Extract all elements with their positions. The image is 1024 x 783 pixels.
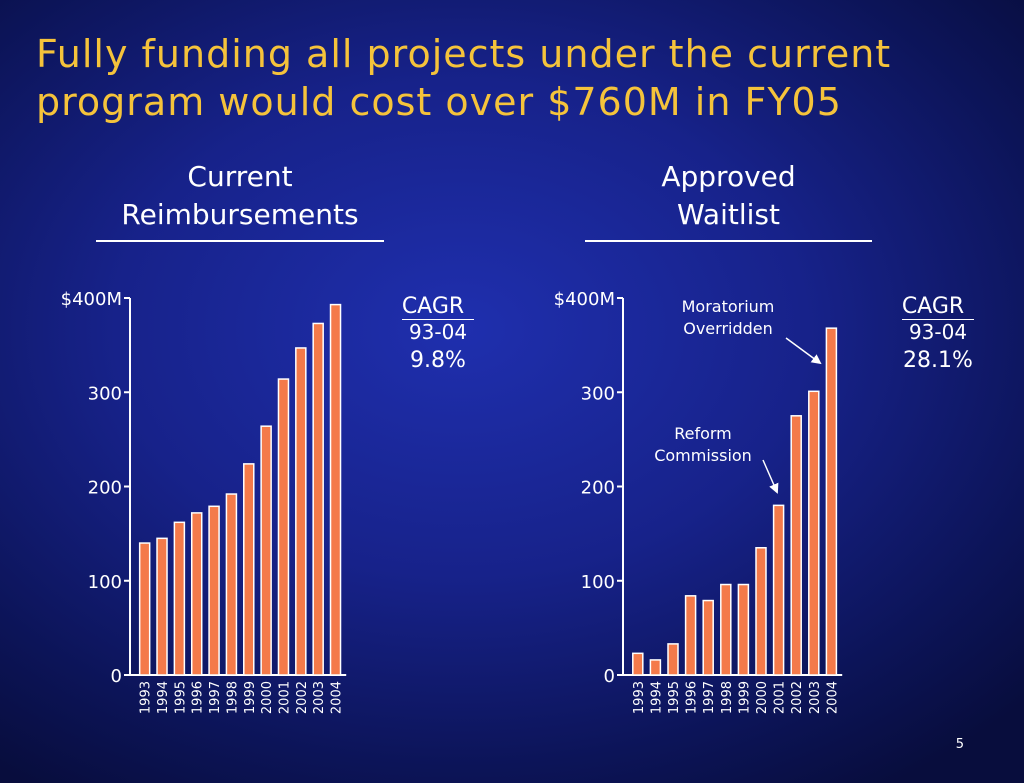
left-bar-1997 xyxy=(208,505,220,676)
left-x-tick-label: 1993 xyxy=(139,681,154,714)
right-x-tick-label: 1996 xyxy=(685,681,700,714)
page-number: 5 xyxy=(955,737,964,752)
left-cagr-box: CAGR 93-04 9.8% xyxy=(388,294,488,378)
right-x-tick-label: 2003 xyxy=(808,681,823,714)
left-y-tick-label: 100 xyxy=(88,572,122,593)
left-bar-2001 xyxy=(277,378,290,676)
right-x-tick-label: 1999 xyxy=(737,681,752,714)
left-heading-underline xyxy=(96,240,384,242)
right-x-tick-label: 2000 xyxy=(755,681,770,714)
left-bar-1998 xyxy=(225,493,238,676)
right-x-tick-label: 1993 xyxy=(632,681,647,714)
right-y-tick-label: $400M xyxy=(554,289,615,310)
annotation-arrow xyxy=(762,459,779,494)
right-x-tick-label: 2002 xyxy=(790,681,805,714)
left-y-tick-label: 200 xyxy=(88,478,122,499)
left-bar-2002 xyxy=(295,347,307,676)
left-bar-1993 xyxy=(138,542,151,676)
left-x-tick-label: 1996 xyxy=(191,681,206,714)
right-y-tick-label: 200 xyxy=(581,478,615,499)
left-bar-2003 xyxy=(312,322,324,676)
right-heading-underline xyxy=(585,240,872,242)
left-x-tick-label: 2002 xyxy=(295,681,310,714)
right-x-tick-label: 1998 xyxy=(720,681,735,714)
left-bar-2000 xyxy=(260,425,272,676)
right-x-tick-label: 1994 xyxy=(649,681,664,714)
left-x-tick-label: 1997 xyxy=(208,681,223,714)
left-y-tick-label: 0 xyxy=(111,666,122,687)
right-y-tick-label: 100 xyxy=(581,572,615,593)
left-x-tick-label: 1994 xyxy=(156,681,171,714)
left-x-tick-label: 2004 xyxy=(330,681,345,714)
right-heading-line1: Approved xyxy=(661,160,796,193)
left-cagr-label: CAGR xyxy=(401,294,475,320)
annotation-label: Reform Commission xyxy=(654,424,752,465)
right-bar-1996 xyxy=(684,595,697,676)
left-x-tick-label: 1995 xyxy=(173,681,188,714)
right-bar-1995 xyxy=(667,643,679,676)
left-x-tick-label: 1998 xyxy=(225,681,240,714)
left-bar-1994 xyxy=(156,537,168,676)
right-cagr-box: CAGR 93-04 28.1% xyxy=(888,294,988,378)
left-bar-2004 xyxy=(329,303,342,676)
left-x-tick-label: 2001 xyxy=(277,681,292,714)
right-bar-1997 xyxy=(702,599,714,676)
right-y-tick-label: 0 xyxy=(604,666,615,687)
left-bar-1999 xyxy=(243,463,255,676)
right-bar-2004 xyxy=(825,327,838,676)
right-cagr-value: 28.1% xyxy=(903,348,973,373)
annotation-arrow xyxy=(785,337,822,365)
left-cagr-period: 93-04 xyxy=(408,320,468,344)
right-cagr-label: CAGR xyxy=(901,294,975,320)
right-bar-1999 xyxy=(737,583,750,676)
left-heading-line2: Reimbursements xyxy=(121,198,359,231)
left-chart-heading: Current Reimbursements xyxy=(96,158,384,242)
right-bar-1998 xyxy=(720,583,732,676)
left-y-tick-label: 300 xyxy=(88,383,122,404)
left-x-tick-label: 1999 xyxy=(243,681,258,714)
left-x-tick-label: 2003 xyxy=(312,681,327,714)
right-bar-2002 xyxy=(790,415,802,676)
right-bar-1993 xyxy=(632,652,644,676)
right-x-tick-label: 1995 xyxy=(667,681,682,714)
slide-title-line1: Fully funding all projects under the cur… xyxy=(36,32,892,76)
right-heading-line2: Waitlist xyxy=(677,198,780,231)
right-x-tick-label: 2001 xyxy=(773,681,788,714)
slide-title: Fully funding all projects under the cur… xyxy=(36,30,996,126)
right-x-tick-label: 1997 xyxy=(702,681,717,714)
left-heading-line1: Current xyxy=(187,160,293,193)
left-y-tick-label: $400M xyxy=(61,289,122,310)
left-bar-1996 xyxy=(190,512,203,676)
right-bar-2003 xyxy=(808,390,820,676)
slide-title-line2: program would cost over $760M in FY05 xyxy=(36,80,842,124)
right-chart-heading: Approved Waitlist xyxy=(585,158,872,242)
annotation-label: Moratorium Overridden xyxy=(682,297,775,338)
left-bar-1995 xyxy=(173,521,186,676)
left-cagr-value: 9.8% xyxy=(410,348,466,373)
right-bar-1994 xyxy=(649,659,662,676)
left-x-tick-label: 2000 xyxy=(260,681,275,714)
right-bar-2001 xyxy=(772,504,785,676)
right-y-tick-label: 300 xyxy=(581,383,615,404)
right-x-tick-label: 2004 xyxy=(825,681,840,714)
right-cagr-period: 93-04 xyxy=(908,320,968,344)
right-bar-2000 xyxy=(755,547,767,676)
